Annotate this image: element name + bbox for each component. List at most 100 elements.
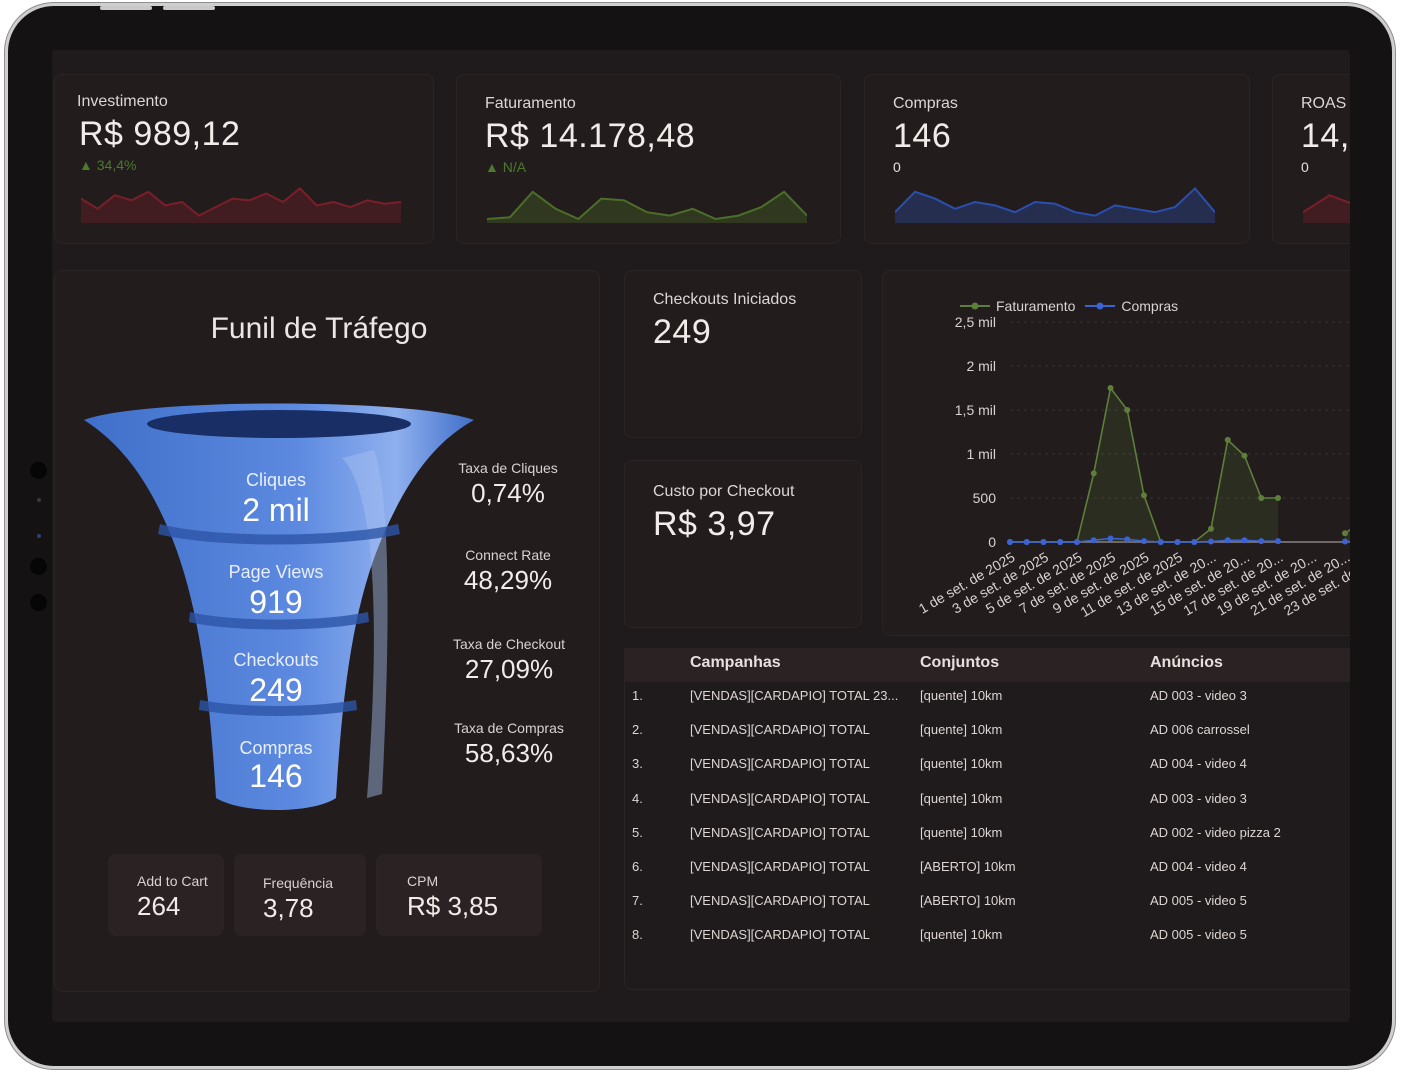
- data-point-faturamento: [1275, 495, 1281, 501]
- data-point-faturamento: [1090, 470, 1097, 477]
- kpi-label: Faturamento: [485, 95, 576, 112]
- legend-line-faturamento-icon: [960, 302, 990, 310]
- cell-conjunto: [quente] 10km: [920, 824, 1003, 840]
- chart-legend: Faturamento Compras: [960, 298, 1178, 314]
- data-point-compras: [1023, 539, 1030, 545]
- mini-card-frequencia[interactable]: Frequência 3,78: [234, 854, 366, 936]
- mini-value: 3,78: [263, 893, 314, 923]
- funnel-graphic: [84, 403, 474, 810]
- data-point-faturamento: [1342, 530, 1348, 537]
- dashboard-screen: Investimento R$ 989,12 ▲ 34,4% Faturamen…: [52, 50, 1350, 1022]
- y-tick-label: 1,5 mil: [955, 402, 996, 418]
- line-chart-card: [882, 270, 1350, 636]
- kpi-value: 146: [893, 117, 952, 155]
- sparkline: [487, 190, 807, 223]
- mini-value: R$ 3,85: [407, 891, 499, 921]
- table-header-row: [624, 648, 1350, 682]
- sparkline: [895, 186, 1215, 223]
- cell-conjunto: [quente] 10km: [920, 722, 1003, 738]
- row-number: 5.: [632, 824, 643, 840]
- data-point-compras: [1191, 539, 1198, 545]
- cell-campanha: [VENDAS][CARDAPIO] TOTAL 23...: [690, 688, 899, 703]
- cell-anuncio: AD 006 carrossel: [1150, 722, 1250, 738]
- table-header-anuncios[interactable]: Anúncios: [1150, 654, 1223, 671]
- kpi-label: Investimento: [77, 93, 168, 110]
- cell-conjunto: [ABERTO] 10km: [920, 893, 1016, 909]
- sparkline: [1303, 194, 1350, 223]
- sensor-dot: [37, 534, 41, 538]
- cell-anuncio: AD 004 - video 4: [1150, 859, 1247, 874]
- data-point-compras: [1107, 535, 1114, 542]
- sparkline-area: [1303, 195, 1350, 223]
- kpi-value: R$ 989,12: [79, 115, 241, 153]
- rate-label: Taxa de Checkout: [452, 636, 566, 652]
- cell-campanha: [VENDAS][CARDAPIO] TOTAL: [690, 824, 870, 840]
- cell-campanha: [VENDAS][CARDAPIO] TOTAL: [690, 893, 870, 909]
- sparkline-area: [81, 188, 401, 223]
- y-tick-label: 500: [973, 490, 997, 506]
- data-point-compras: [1090, 537, 1097, 544]
- rate-label: Taxa de Cliques: [458, 460, 558, 476]
- data-point-compras: [1007, 539, 1013, 545]
- cost-per-checkout-label: Custo por Checkout: [653, 483, 795, 500]
- table-header-campanhas[interactable]: Campanhas: [690, 654, 781, 671]
- funnel-stage-value: 2 mil: [242, 492, 310, 528]
- checkouts-started-label: Checkouts Iniciados: [653, 291, 797, 308]
- checkouts-started-card[interactable]: Checkouts Iniciados 249: [624, 270, 862, 438]
- funnel-title: Funil de Tráfego: [210, 312, 428, 345]
- funnel-stage-label: Compras: [239, 738, 313, 758]
- data-point-compras: [1074, 539, 1080, 545]
- kpi-delta: ▲ 34,4%: [79, 157, 137, 173]
- ads-table: [624, 648, 1350, 990]
- data-point-faturamento: [1208, 525, 1214, 532]
- data-point-faturamento: [1241, 452, 1248, 459]
- legend-label[interactable]: Faturamento: [996, 298, 1076, 314]
- kpi-card-investimento[interactable]: Investimento R$ 989,12 ▲ 34,4%: [54, 74, 434, 244]
- rate-label: Taxa de Compras: [454, 720, 564, 736]
- cell-anuncio: AD 003 - video 3: [1150, 688, 1247, 703]
- data-point-faturamento: [1107, 385, 1114, 391]
- data-point-compras: [1040, 539, 1047, 545]
- kpi-value: 14,33: [1301, 117, 1350, 155]
- legend-line-compras-icon: [1085, 302, 1116, 310]
- sparkline-line: [487, 190, 807, 221]
- kpi-card-roas[interactable]: ROAS 14,33 0: [1272, 74, 1350, 244]
- sparkline-area: [895, 188, 1215, 223]
- kpi-value: R$ 14.178,48: [485, 117, 696, 155]
- y-tick-label: 2,5 mil: [955, 314, 996, 330]
- cell-campanha: [VENDAS][CARDAPIO] TOTAL: [690, 722, 870, 738]
- volume-button: [100, 6, 152, 10]
- kpi-card-faturamento[interactable]: Faturamento R$ 14.178,48 ▲ N/A: [456, 74, 841, 244]
- y-tick-label: 1 mil: [966, 446, 996, 462]
- mini-label: CPM: [407, 873, 439, 889]
- cell-anuncio: AD 002 - video pizza 2: [1150, 824, 1281, 840]
- camera-dot: [30, 594, 47, 611]
- cell-campanha: [VENDAS][CARDAPIO] TOTAL: [690, 859, 870, 874]
- mini-card-cpm[interactable]: CPM R$ 3,85: [376, 854, 542, 936]
- row-number: 6.: [632, 859, 643, 874]
- row-number: 8.: [632, 927, 643, 943]
- cell-anuncio: AD 005 - video 5: [1150, 893, 1247, 909]
- table-header-conjuntos[interactable]: Conjuntos: [920, 654, 1000, 671]
- cost-per-checkout-value: R$ 3,97: [653, 505, 776, 543]
- data-point-compras: [1157, 539, 1164, 545]
- cost-per-checkout-card[interactable]: Custo por Checkout R$ 3,97: [624, 460, 862, 628]
- mini-card-add-to-cart[interactable]: Add to Cart 264: [108, 854, 224, 936]
- legend-label[interactable]: Compras: [1121, 298, 1179, 314]
- cell-conjunto: [quente] 10km: [920, 790, 1003, 806]
- row-number: 3.: [632, 756, 643, 772]
- data-point-compras: [1057, 539, 1064, 545]
- row-number: 1.: [632, 688, 643, 703]
- rate-value: 27,09%: [464, 654, 554, 684]
- kpi-delta: 0: [893, 159, 901, 175]
- sparkline-line: [1303, 194, 1350, 214]
- sparkline-line: [895, 186, 1215, 217]
- data-point-compras: [1141, 538, 1147, 545]
- data-point-compras: [1342, 538, 1348, 545]
- kpi-card-compras[interactable]: Compras 146 0: [864, 74, 1250, 244]
- data-point-compras: [1275, 538, 1281, 545]
- row-number: 2.: [632, 722, 643, 738]
- sparkline-line: [81, 187, 401, 217]
- data-point-faturamento: [1124, 407, 1131, 413]
